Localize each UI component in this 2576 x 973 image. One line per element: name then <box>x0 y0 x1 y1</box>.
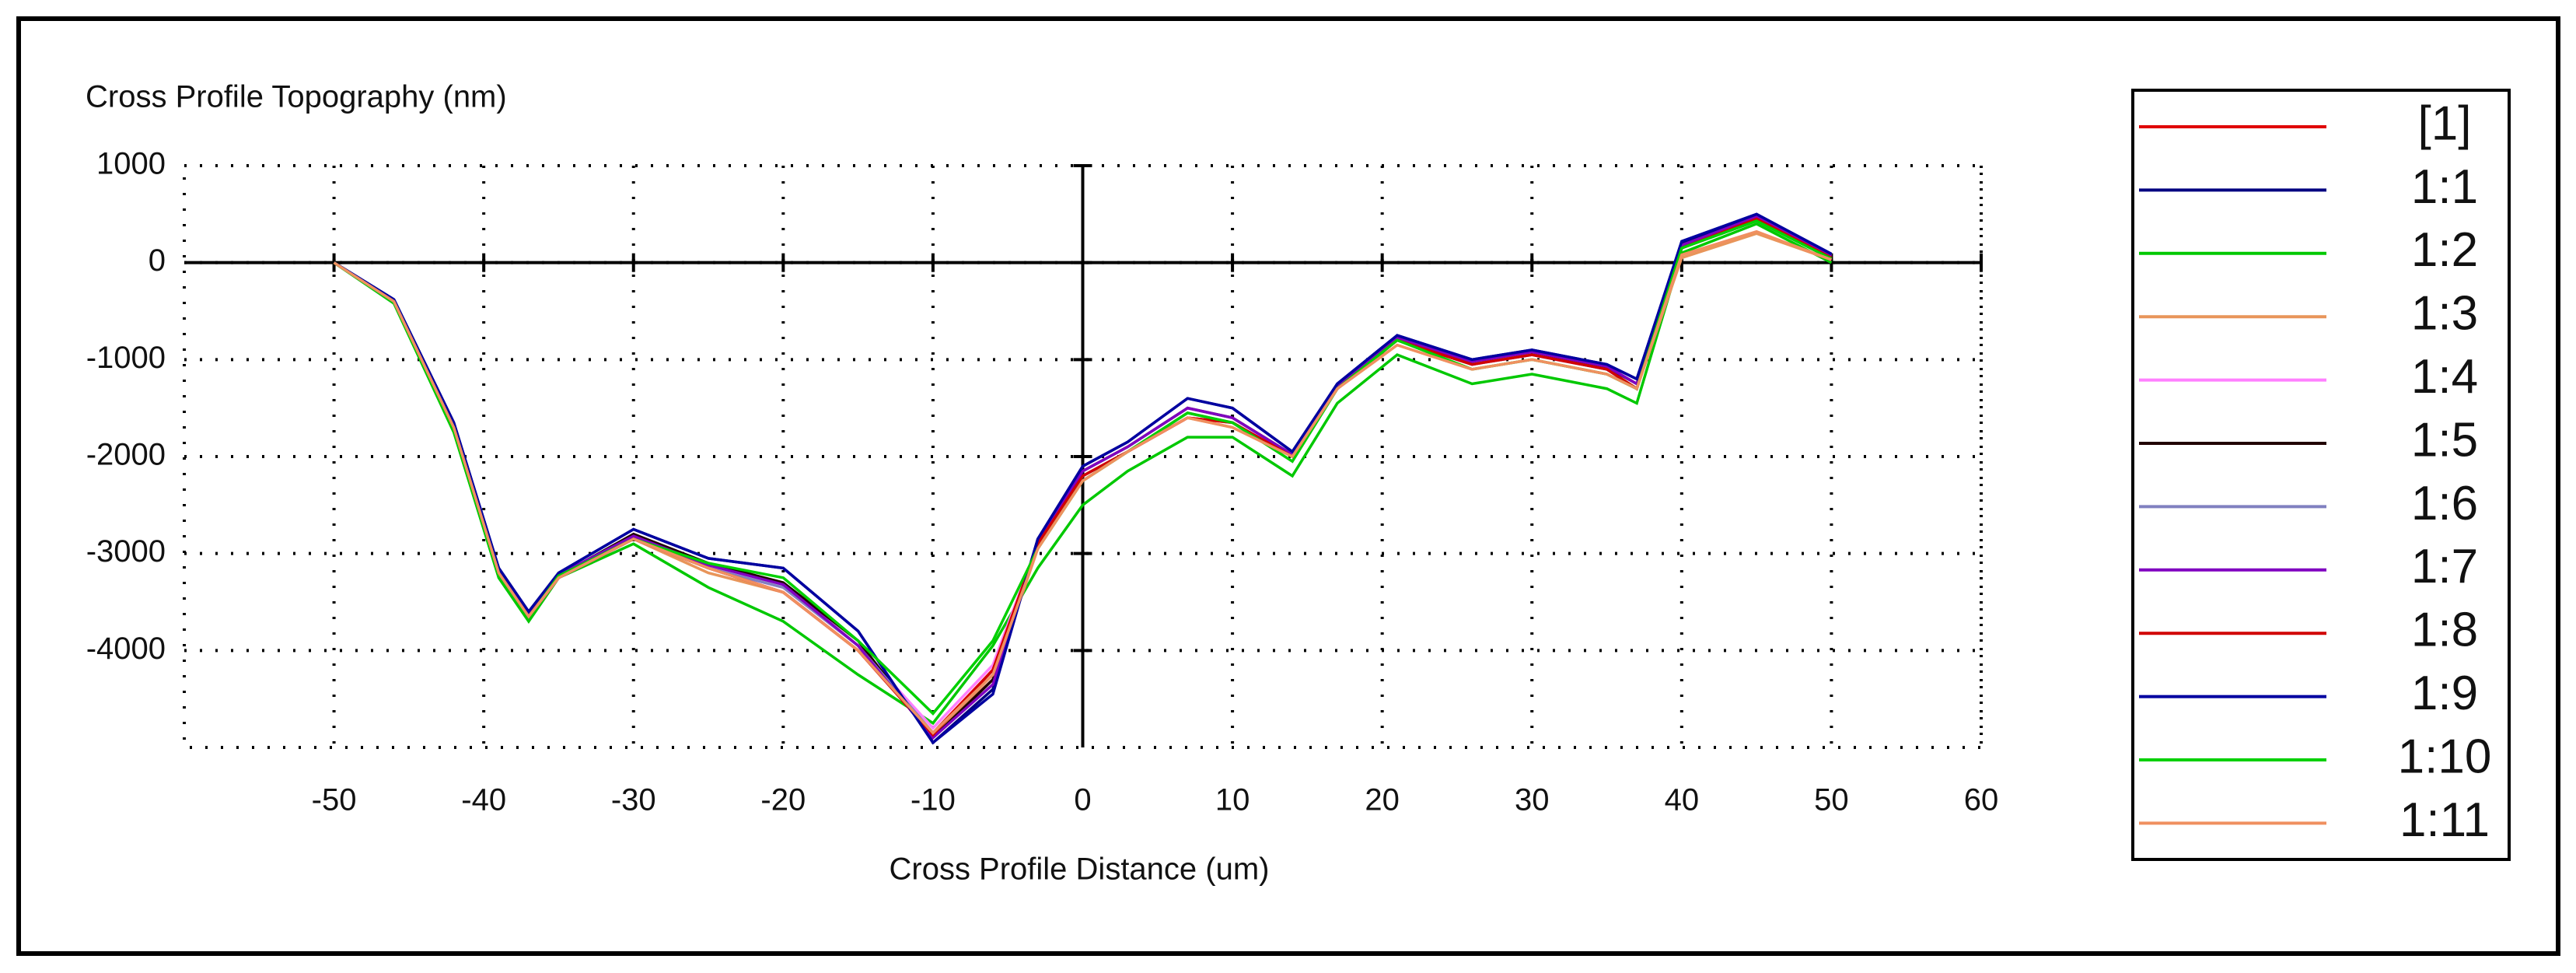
legend-label: 1:9 <box>2411 667 2478 720</box>
series-line <box>333 212 1833 745</box>
legend-box <box>2131 89 2511 861</box>
x-tick-label: -20 <box>760 783 806 817</box>
y-axis-title: Cross Profile Topography (nm) <box>86 80 507 114</box>
legend-label: 1:7 <box>2411 540 2478 593</box>
x-tick-label: 0 <box>1074 783 1091 817</box>
x-tick-label: 30 <box>1515 783 1550 817</box>
y-tick-label: -4000 <box>86 632 166 666</box>
legend-label: 1:5 <box>2411 413 2478 467</box>
x-tick-label: 60 <box>1964 783 1999 817</box>
y-tick-label: -2000 <box>86 438 166 472</box>
y-tick-label: 0 <box>149 243 166 278</box>
series-line <box>333 222 1833 726</box>
y-tick-label: -1000 <box>86 341 166 375</box>
x-tick-label: -10 <box>911 783 956 817</box>
legend-label: [1] <box>2418 96 2472 150</box>
x-tick-label: 50 <box>1814 783 1849 817</box>
legend-label: 1:6 <box>2411 477 2478 530</box>
legend-label: 1:4 <box>2411 350 2478 404</box>
x-tick-label: 40 <box>1665 783 1700 817</box>
series-line <box>333 229 1833 735</box>
y-tick-label: -3000 <box>86 534 166 569</box>
x-tick-label: -50 <box>312 783 357 817</box>
y-tick-label: 1000 <box>96 147 166 181</box>
legend-label: 1:8 <box>2411 604 2478 657</box>
x-axis-title: Cross Profile Distance (um) <box>889 852 1269 887</box>
legend-label: 1:10 <box>2398 730 2492 783</box>
legend-label: 1:2 <box>2411 223 2478 277</box>
x-tick-label: 20 <box>1365 783 1400 817</box>
legend-label: 1:1 <box>2411 160 2478 214</box>
legend-label: 1:11 <box>2399 793 2490 847</box>
x-tick-label: -30 <box>611 783 656 817</box>
legend-label: 1:3 <box>2411 287 2478 341</box>
x-tick-label: -40 <box>461 783 506 817</box>
x-tick-label: 10 <box>1215 783 1250 817</box>
